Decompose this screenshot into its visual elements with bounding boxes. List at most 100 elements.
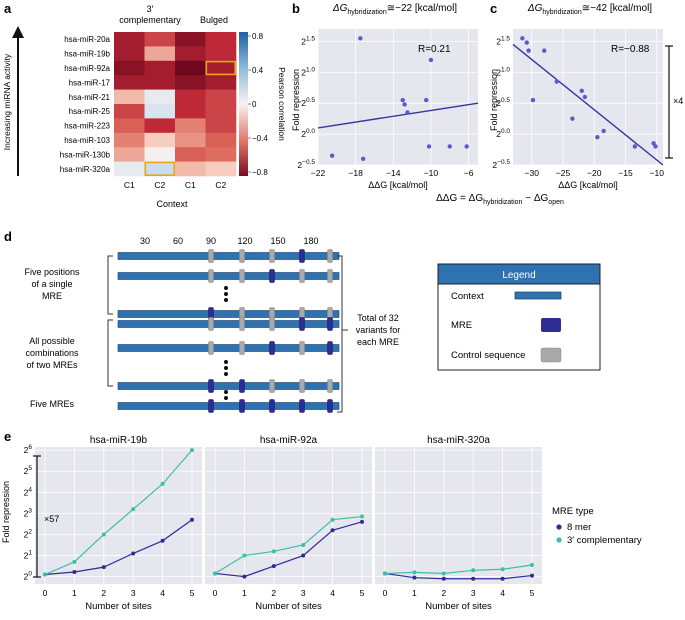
panel-e-hsa-mir-92a-line-3prime (214, 515, 363, 574)
panel-b-y-tick: 20.5 (301, 97, 315, 108)
panel-c-x-tick: −10 (650, 168, 665, 178)
panel-b-y-tick: 21.5 (301, 35, 315, 46)
panel-b-point (424, 97, 429, 103)
panel-b-fit-line (317, 102, 479, 129)
heatmap-cell (205, 46, 237, 62)
panel-c-scatter: ΔGhybridization≅−42 [kcal/mol] Fold repr… (489, 3, 683, 190)
heatmap-row-label: hsa-miR-92a (64, 64, 110, 73)
panel-e-hsa-mir-19b-line-3prime (44, 449, 193, 576)
panel-e-hsa-mir-19b-point (101, 532, 106, 537)
colorbar-tick-label: −0.8 (252, 168, 268, 177)
panel-c-point (530, 97, 536, 103)
panel-e-hsa-mir-19b-point (43, 572, 47, 577)
heatmap-cell (175, 60, 206, 76)
panel-letter-e: e (4, 429, 11, 444)
panel-b-y-tick: 20.0 (301, 128, 315, 139)
panel-e-hsa-mir-92a-point (242, 553, 247, 558)
colorbar-tick-label: −0.4 (252, 134, 268, 143)
panel-c-point (653, 144, 658, 149)
panel-e-hsa-mir-19b-line-8mer (44, 519, 193, 576)
legend-3prime-marker (556, 537, 562, 543)
panel-c-point (524, 40, 529, 45)
heatmap-cell (205, 75, 237, 90)
heatmap-cell (114, 75, 145, 90)
panel-e-hsa-mir-92a-x-tick: 1 (242, 588, 247, 598)
panel-e-y-tick: 23 (24, 507, 33, 518)
control-block (327, 249, 333, 263)
panel-e-hsa-mir-92a-point (301, 553, 306, 558)
heatmap-cell (114, 60, 145, 76)
panel-e-hsa-mir-19b-x-tick: 0 (43, 588, 48, 598)
heatmap-cell (144, 104, 176, 119)
total-label-line1: Total of 32 (357, 313, 399, 323)
heatmap-group-label-complementary-line1: 3′ (147, 4, 154, 14)
panel-e-y-tick: 21 (24, 550, 33, 561)
panel-b-point (400, 97, 405, 103)
panel-c-y-tick: 20.5 (496, 97, 510, 108)
panel-e-hsa-mir-19b-point (72, 569, 77, 574)
panel-e-hsa-mir-92a-x-tick: 5 (360, 588, 365, 598)
panel-e-hsa-mir-92a-point (330, 517, 335, 522)
panel-e-y-tick: 25 (24, 465, 33, 476)
heatmap-cell (175, 46, 206, 62)
panel-e-hsa-mir-92a-line-8mer (214, 521, 363, 578)
mre-block (269, 341, 275, 355)
panel-c-plot-area (513, 29, 663, 165)
ellipsis-dot (224, 390, 228, 394)
legend-item-mre-label: MRE (451, 320, 472, 331)
panel-b-point (464, 144, 469, 149)
legend-header (437, 263, 601, 285)
panel-e-hsa-mir-320a-x-tick: 2 (441, 588, 446, 598)
control-block (269, 379, 275, 393)
heatmap-col-label: C2 (154, 180, 165, 190)
group2-label-line3: of two MREs (26, 360, 78, 370)
panel-c-point (632, 144, 638, 149)
activity-arrow-label: Increasing miRNA activity (2, 53, 12, 150)
panel-c-xlabel: ΔΔG [kcal/mol] (558, 180, 618, 190)
mre-block (239, 379, 245, 393)
mre-block (299, 249, 305, 263)
heatmap-cell (175, 118, 206, 134)
panel-b-point (358, 36, 363, 41)
heatmap-cell (114, 89, 145, 105)
mre-block (239, 399, 245, 413)
ddg-formula: ΔΔG = ΔGhybridization − ΔGopen (436, 193, 564, 206)
heatmap-cell (205, 104, 237, 119)
panel-e-hsa-mir-19b-title: hsa-miR-19b (90, 435, 148, 446)
heatmap-col-label: C2 (215, 180, 226, 190)
control-block (208, 249, 214, 263)
legend-box: Legend Context MRE Control sequence (437, 263, 601, 371)
panel-letter-c: c (490, 1, 497, 16)
panel-c-y-tick: 21.0 (496, 66, 510, 77)
control-block (208, 341, 214, 355)
heatmap-cell (175, 75, 206, 90)
panel-c-title: ΔGhybridization≅−42 [kcal/mol] (527, 3, 652, 16)
context-bar (117, 320, 340, 328)
group3-label: Five MREs (30, 399, 75, 409)
heatmap-cell (114, 147, 145, 162)
group1-label-line3: MRE (42, 291, 62, 301)
panel-e-hsa-mir-320a-x-tick: 3 (471, 588, 476, 598)
heatmap-cell (144, 147, 176, 162)
control-block (239, 317, 245, 331)
panel-c-point (595, 134, 600, 140)
panel-b-ylabel: Fold repression (291, 69, 301, 131)
panel-e-hsa-mir-19b-x-tick: 1 (72, 588, 77, 598)
panel-e-hsa-mir-320a-point (441, 571, 446, 576)
panel-e-hsa-mir-320a-title: hsa-miR-320a (427, 435, 490, 446)
control-block (239, 341, 245, 355)
group2-label-line1: All possible (29, 336, 75, 346)
legend-item-control-label: Control sequence (451, 350, 525, 361)
panel-b-point (428, 57, 434, 63)
panel-c-point (570, 116, 575, 121)
legend-title: Legend (502, 270, 535, 281)
mre-block (269, 399, 275, 413)
legend-mre-swatch (541, 318, 561, 332)
panel-e-hsa-mir-19b-point (72, 559, 77, 564)
mre-block (208, 399, 214, 413)
heatmap-row-label: hsa-miR-103 (64, 136, 110, 145)
panel-e-hsa-mir-320a-point (383, 571, 387, 576)
panel-b-plot-area (318, 29, 478, 165)
panel-b-x-tick: −14 (386, 168, 401, 178)
